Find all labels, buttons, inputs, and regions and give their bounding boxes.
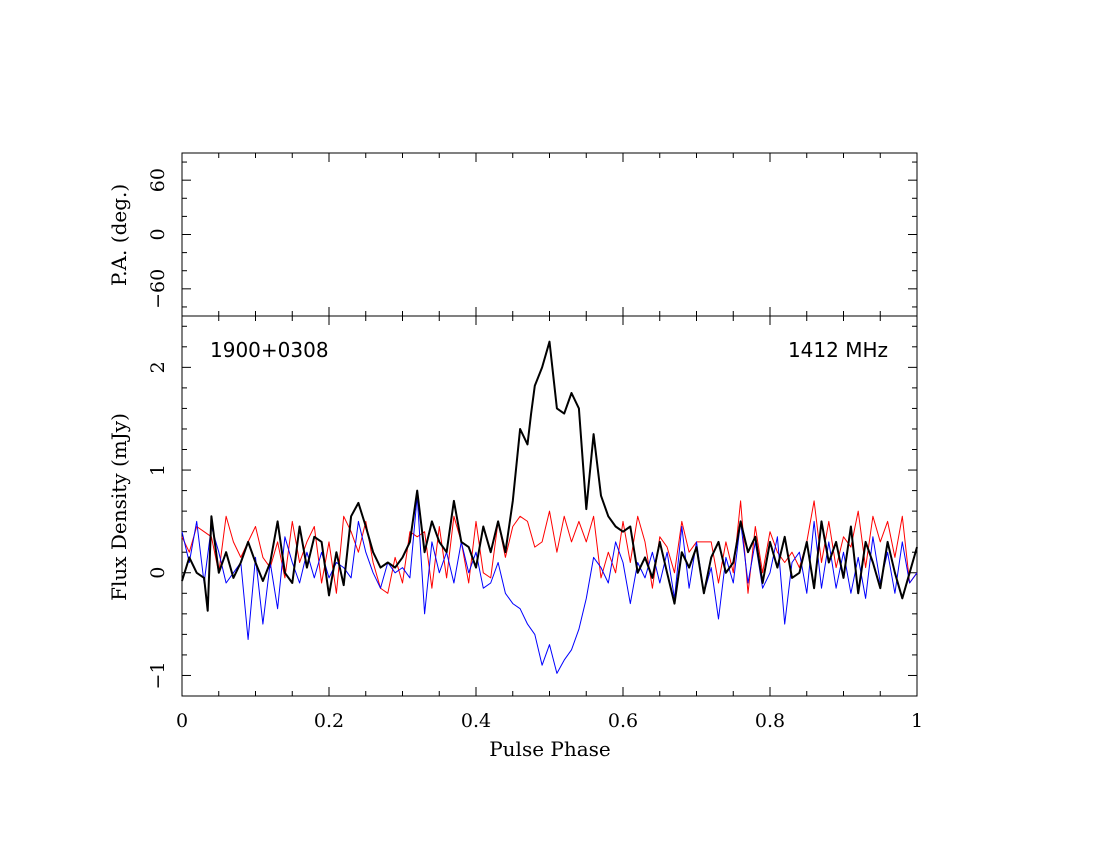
pa-y-tick-label: 60 bbox=[147, 168, 169, 192]
pa-y-axis-label: P.A. (deg.) bbox=[107, 184, 131, 286]
x-axis-label: Pulse Phase bbox=[489, 737, 611, 761]
frequency-label: 1412 MHz bbox=[788, 338, 888, 362]
x-tick-label: 0 bbox=[176, 710, 188, 732]
flux-y-tick-label: 1 bbox=[147, 464, 169, 476]
flux-axis-ticks bbox=[181, 316, 918, 696]
flux-panel-frame bbox=[181, 315, 918, 697]
x-tick-label: 0.4 bbox=[461, 710, 491, 732]
series-line-circular-polarization bbox=[181, 495, 918, 674]
x-tick-label: 0.8 bbox=[755, 710, 785, 732]
flux-y-tick-labels: −1 0 1 2 bbox=[147, 361, 169, 689]
x-tick-label: 0.2 bbox=[314, 710, 344, 732]
pa-y-tick-label: 0 bbox=[147, 228, 169, 240]
flux-series-layer bbox=[181, 340, 918, 674]
x-tick-labels: 0 0.2 0.4 0.6 0.8 1 bbox=[176, 710, 923, 732]
flux-y-tick-label: 0 bbox=[147, 567, 169, 579]
flux-y-axis-label: Flux Density (mJy) bbox=[107, 413, 131, 601]
pa-y-tick-labels: −60 0 60 bbox=[147, 168, 169, 309]
pa-y-tick-label: −60 bbox=[147, 269, 169, 309]
pa-panel-frame bbox=[181, 152, 918, 317]
pa-axis-ticks bbox=[181, 153, 918, 316]
flux-y-tick-label: −1 bbox=[147, 661, 169, 689]
x-tick-label: 0.6 bbox=[608, 710, 638, 732]
x-tick-label: 1 bbox=[911, 710, 923, 732]
series-line-total-intensity bbox=[181, 340, 918, 612]
source-name-label: 1900+0308 bbox=[210, 338, 329, 362]
flux-y-tick-label: 2 bbox=[147, 361, 169, 373]
